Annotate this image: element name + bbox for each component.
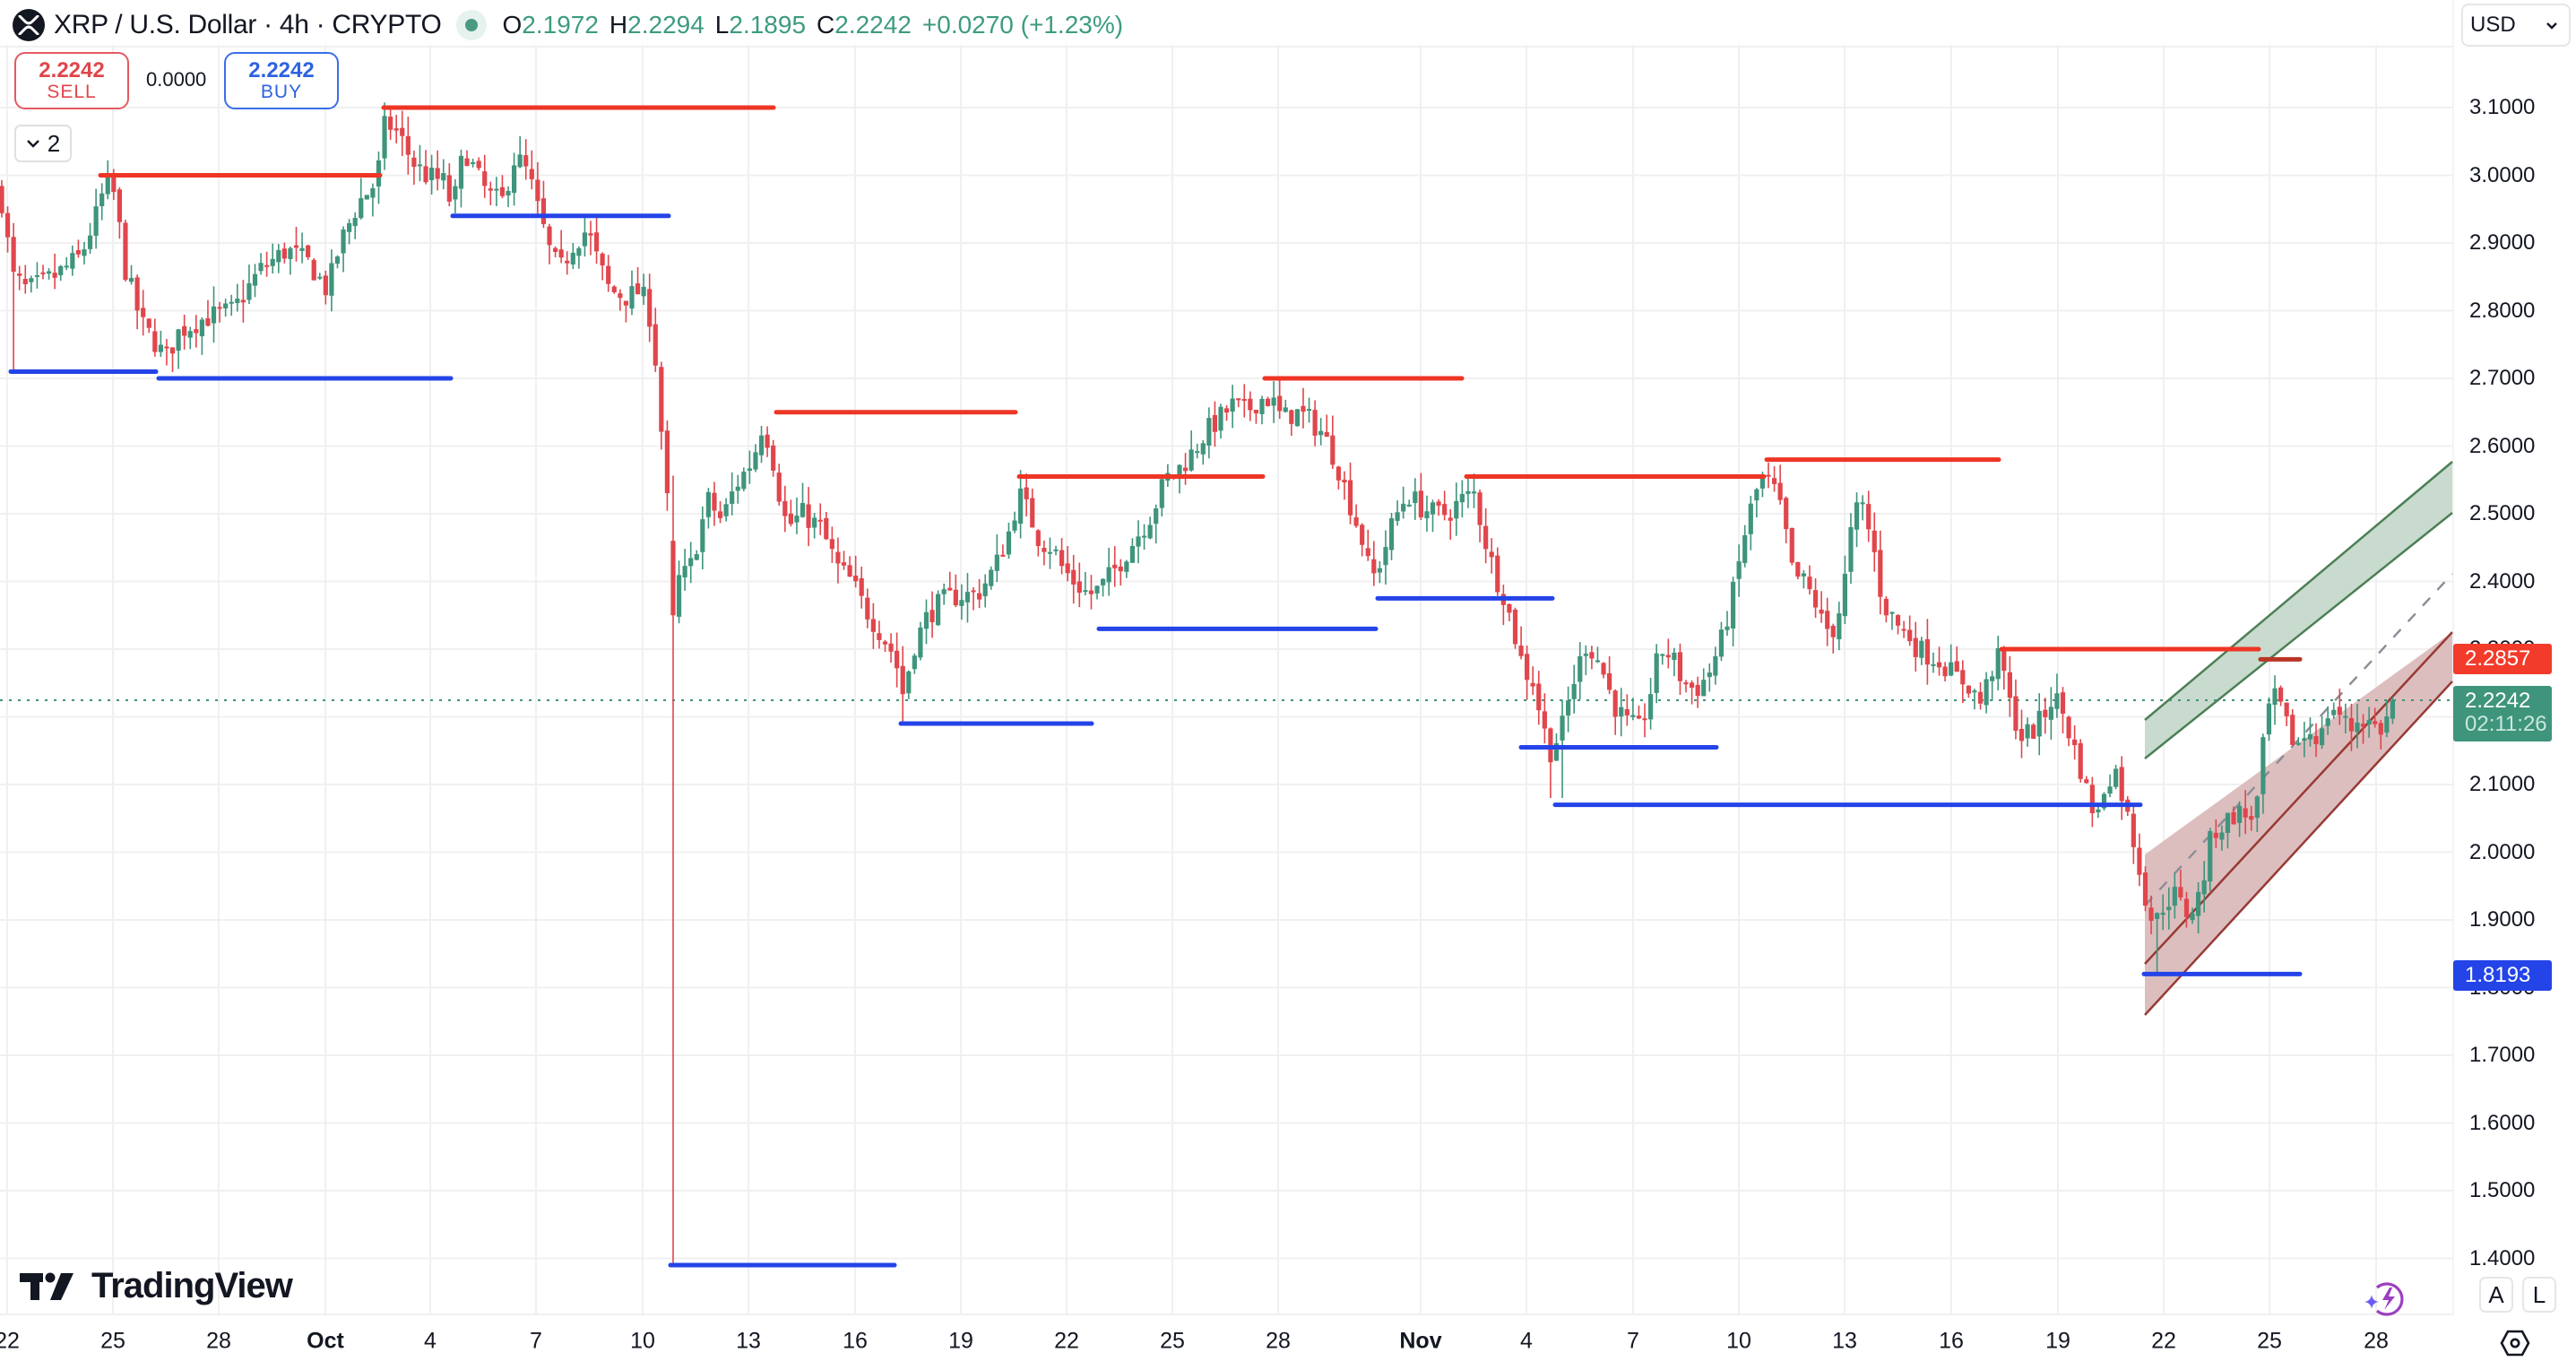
price-tick-label: 2.8000	[2469, 298, 2536, 323]
price-tick-label: 2.9000	[2469, 230, 2536, 255]
time-tick-label: 4	[424, 1328, 437, 1354]
price-tick-label: 1.5000	[2469, 1178, 2536, 1202]
buy-price: 2.2242	[248, 58, 315, 83]
time-tick-label: 22	[1054, 1328, 1079, 1354]
indicators-collapse-button[interactable]: 2	[14, 125, 72, 162]
auto-scale-label: A	[2488, 1280, 2504, 1308]
time-tick-label: Oct	[307, 1328, 344, 1354]
currency-value: USD	[2470, 13, 2516, 37]
time-tick-label: 28	[2364, 1328, 2389, 1354]
xrp-logo-icon	[13, 9, 45, 41]
chart-settings-icon[interactable]	[2500, 1329, 2530, 1357]
price-tick-label: 2.6000	[2469, 433, 2536, 458]
price-tick-label: 1.4000	[2469, 1245, 2536, 1270]
indicators-count: 2	[47, 129, 61, 157]
time-tick-label: 13	[1832, 1328, 1857, 1354]
low-label: L	[714, 11, 730, 39]
market-status-indicator[interactable]	[455, 10, 487, 40]
price-tick-label: 2.1000	[2469, 772, 2536, 796]
time-tick-label: Nov	[1399, 1328, 1442, 1354]
price-tick-label: 3.0000	[2469, 162, 2536, 187]
chevron-down-icon	[26, 140, 39, 148]
time-tick-label: 13	[736, 1328, 761, 1354]
log-scale-label: L	[2532, 1280, 2546, 1308]
time-tick-label: 4	[1520, 1328, 1533, 1354]
open-value: 2.1972	[522, 11, 599, 39]
time-tick-label: 28	[1266, 1328, 1291, 1354]
price-tick-label: 1.7000	[2469, 1043, 2536, 1067]
support-resistance-lines[interactable]	[8, 105, 2303, 1268]
time-tick-label: 16	[843, 1328, 868, 1354]
auto-scale-button[interactable]: A	[2479, 1277, 2513, 1313]
price-tick-label: 2.7000	[2469, 366, 2536, 390]
resistance-price-tag: 2.2857	[2453, 644, 2552, 674]
time-tick-label: 19	[948, 1328, 973, 1354]
price-tick-label: 3.1000	[2469, 95, 2536, 119]
tradingview-logo-icon	[20, 1272, 73, 1300]
time-tick-label: 28	[206, 1328, 231, 1354]
time-tick-label: 25	[1160, 1328, 1185, 1354]
symbol-legend: XRP / U.S. Dollar · 4h · CRYPTO O2.1972 …	[13, 5, 1123, 45]
buy-label: BUY	[260, 81, 303, 102]
resistance-price: 2.2857	[2465, 646, 2531, 671]
bar-countdown: 02:11:26	[2465, 712, 2547, 736]
close-value: 2.2242	[834, 11, 912, 39]
time-tick-label: 7	[530, 1328, 542, 1354]
high-value: 2.2294	[627, 11, 705, 39]
tradingview-logo[interactable]: TradingView	[20, 1266, 293, 1306]
tradingview-logo-text: TradingView	[91, 1266, 293, 1305]
spread-value: 0.0000	[146, 68, 207, 91]
close-label: C	[817, 11, 835, 39]
price-tick-label: 1.9000	[2469, 907, 2536, 932]
high-label: H	[609, 11, 628, 39]
price-tick-label: 1.6000	[2469, 1110, 2536, 1135]
log-scale-button[interactable]: L	[2522, 1277, 2556, 1313]
time-tick-label: 25	[100, 1328, 125, 1354]
regression-channel-drawing[interactable]	[2144, 461, 2453, 1016]
last-price: 2.2242	[2465, 689, 2531, 713]
open-label: O	[502, 11, 523, 39]
sell-price: 2.2242	[39, 58, 105, 83]
price-tick-label: 2.4000	[2469, 568, 2536, 594]
sell-label: SELL	[47, 81, 97, 102]
market-open-dot-icon	[464, 19, 478, 31]
last-price-tag: 2.2242 02:11:26	[2453, 686, 2552, 741]
price-change: +0.0270 (+1.23%)	[921, 11, 1124, 39]
currency-select[interactable]: USD	[2461, 4, 2571, 47]
chevron-down-icon	[2546, 22, 2557, 30]
time-tick-label: 10	[1726, 1328, 1751, 1354]
time-tick-label: 22	[2151, 1328, 2176, 1354]
candlestick-series	[0, 102, 2396, 1266]
buy-button[interactable]: 2.2242 BUY	[224, 52, 339, 109]
time-tick-label: 25	[2257, 1328, 2282, 1354]
time-tick-label: 19	[2045, 1328, 2070, 1354]
support-price: 1.8193	[2465, 963, 2531, 987]
time-tick-label: 22	[0, 1328, 20, 1354]
time-tick-label: 10	[630, 1328, 655, 1354]
sell-button[interactable]: 2.2242 SELL	[14, 52, 129, 109]
time-tick-label: 16	[1939, 1328, 1964, 1354]
price-tick-label: 2.5000	[2469, 501, 2536, 525]
price-tick-label: 2.0000	[2469, 839, 2536, 864]
lightning-assistant-icon[interactable]	[2363, 1279, 2409, 1320]
chart-grid	[0, 45, 2453, 1314]
time-tick-label: 7	[1627, 1328, 1639, 1354]
symbol-title[interactable]: XRP / U.S. Dollar · 4h · CRYPTO	[54, 10, 442, 39]
support-price-tag: 1.8193	[2453, 960, 2552, 991]
ohlc-values: O2.1972 H2.2294 L2.1895 C2.2242 +0.0270 …	[503, 11, 1124, 39]
low-value: 2.1895	[729, 11, 807, 39]
